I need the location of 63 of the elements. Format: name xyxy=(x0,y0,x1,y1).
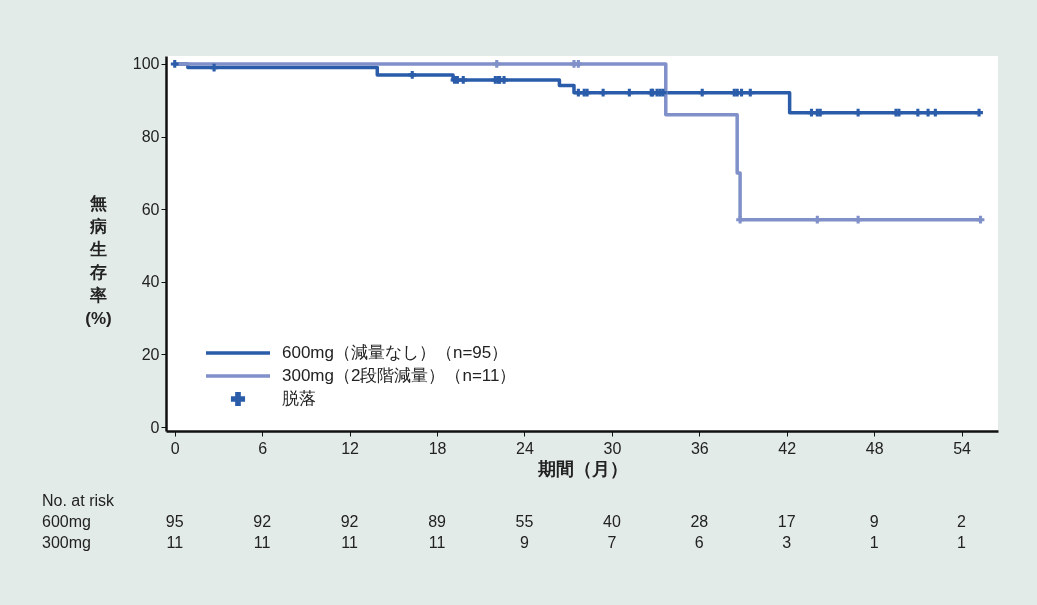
text: 300mg xyxy=(42,534,91,551)
text: 600mg xyxy=(42,513,91,530)
legend-label: 600mg（減量なし）（n=95） xyxy=(282,343,509,362)
point xyxy=(931,108,940,117)
text: 9 xyxy=(519,534,529,551)
x-tick-label: 18 xyxy=(428,439,447,457)
text: 11 xyxy=(166,534,184,551)
x-axis-title: 期間（月） xyxy=(536,458,628,479)
x-tick-label: 24 xyxy=(516,439,534,457)
x-tick-label: 6 xyxy=(258,439,268,457)
x-tick-label: 36 xyxy=(690,439,709,457)
point xyxy=(492,60,501,68)
x-tick-label: 12 xyxy=(341,439,360,457)
y-tick-label: 60 xyxy=(141,200,160,218)
point xyxy=(854,215,862,224)
point xyxy=(625,88,634,97)
y-tick-label: 80 xyxy=(141,128,160,146)
text: 11 xyxy=(428,534,446,551)
point xyxy=(170,60,179,68)
legend-label: 300mg（2段階減量）（n=11） xyxy=(282,366,517,385)
text: 11 xyxy=(341,534,358,551)
text: 11 xyxy=(253,534,271,551)
text: 3 xyxy=(782,534,792,551)
x-tick-label: 30 xyxy=(603,439,622,457)
point xyxy=(975,108,983,117)
point xyxy=(599,88,607,97)
point xyxy=(746,88,755,97)
y-tick-label: 0 xyxy=(150,418,160,436)
point xyxy=(736,215,744,224)
y-tick-label: 20 xyxy=(141,345,160,363)
point xyxy=(924,108,932,117)
text: 7 xyxy=(607,534,617,551)
point xyxy=(210,63,218,72)
text: 89 xyxy=(428,513,447,530)
text: 1 xyxy=(869,534,879,551)
text: 95 xyxy=(165,513,184,530)
y-tick-label: 100 xyxy=(132,55,160,73)
point xyxy=(813,215,822,224)
point xyxy=(976,215,985,224)
point xyxy=(737,88,746,97)
legend-label: 脱落 xyxy=(282,389,316,408)
text: No. at risk xyxy=(42,492,116,509)
point xyxy=(854,108,862,117)
y-axis-title: 無病生存率(%) xyxy=(85,194,112,328)
text: 92 xyxy=(253,513,272,530)
point xyxy=(408,71,417,79)
text: 28 xyxy=(690,513,709,530)
point xyxy=(913,108,922,117)
point xyxy=(459,76,468,84)
x-tick-label: 0 xyxy=(170,439,180,457)
x-tick-label: 42 xyxy=(778,439,797,457)
x-tick-label: 48 xyxy=(865,439,884,457)
text: 1 xyxy=(957,534,967,551)
y-tick-label: 40 xyxy=(141,273,160,291)
x-tick-label: 54 xyxy=(953,439,972,457)
text: 9 xyxy=(869,513,879,530)
text: 55 xyxy=(515,513,534,530)
point xyxy=(698,88,707,97)
text: 2 xyxy=(957,513,967,530)
text: 40 xyxy=(602,513,621,530)
text: 92 xyxy=(340,513,359,530)
text: 17 xyxy=(777,513,796,530)
text: 6 xyxy=(694,534,704,551)
